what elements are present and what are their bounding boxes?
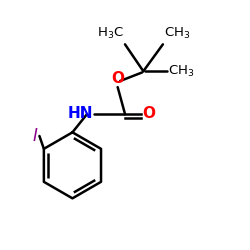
Text: O: O — [111, 71, 124, 86]
Text: HN: HN — [68, 106, 93, 122]
Text: I: I — [33, 127, 38, 145]
Text: CH$_3$: CH$_3$ — [164, 26, 190, 41]
Text: CH$_3$: CH$_3$ — [168, 64, 194, 79]
Text: H$_3$C: H$_3$C — [97, 26, 124, 41]
Text: O: O — [142, 106, 155, 122]
